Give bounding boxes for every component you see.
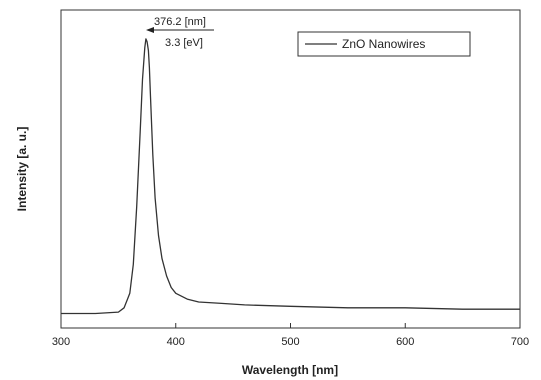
legend-label: ZnO Nanowires [342,37,425,51]
peak-wavelength-label: 376.2 [nm] [154,16,206,28]
x-tick-label: 700 [511,336,529,348]
peak-energy-label: 3.3 [eV] [165,37,203,49]
annotation-arrowhead [146,27,154,33]
x-tick-label: 500 [281,336,299,348]
y-axis-label: Intensity [a. u.] [15,127,29,212]
series-line-0 [61,38,520,315]
x-tick-label: 600 [396,336,414,348]
peak-annotation: 376.2 [nm] 3.3 [eV] [146,16,214,49]
x-axis-ticks: 300 400 500 600 700 [52,323,529,348]
plot-frame [60,9,521,329]
x-tick-label: 400 [167,336,185,348]
series-group [61,38,520,315]
x-axis-label: Wavelength [nm] [242,363,338,377]
legend: ZnO Nanowires [297,31,471,57]
x-tick-label: 300 [52,336,70,348]
